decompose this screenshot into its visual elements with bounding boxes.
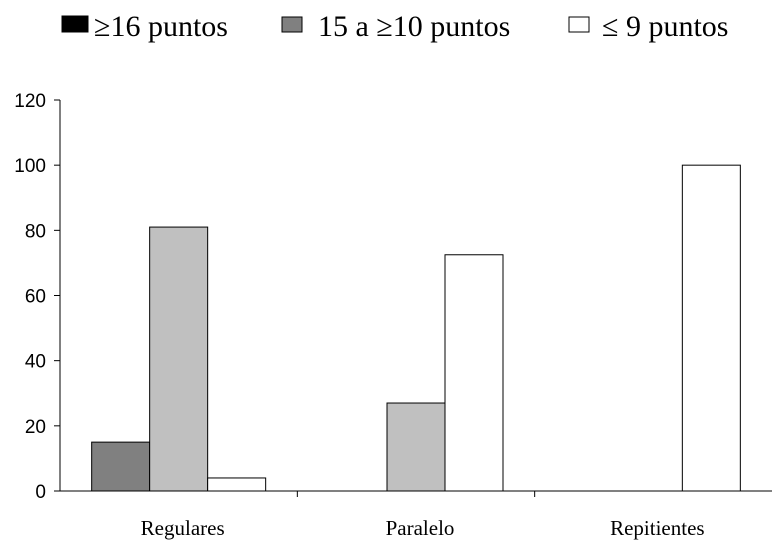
legend-item-series-1: ≥16 puntos	[61, 10, 228, 43]
y-axis: 0 20 40 60 80 100 120	[14, 91, 61, 503]
bar-series-3-regulares	[207, 477, 267, 492]
y-tick-label-6: 120	[14, 91, 46, 112]
legend: ≥16 puntos 15 a ≥10 puntos ≤ 9 puntos	[61, 10, 728, 43]
bar-series-2-paralelo	[386, 402, 446, 492]
legend-item-series-3: ≤ 9 puntos	[568, 10, 728, 43]
y-tick-label-3: 60	[25, 287, 46, 308]
bar-series-3-paralelo	[444, 254, 504, 492]
x-axis: Regulares Paralelo Repitientes	[60, 490, 772, 540]
bars	[91, 164, 741, 492]
legend-label-series-1: ≥16 puntos	[94, 10, 228, 43]
legend-swatch-series-2	[281, 16, 303, 33]
y-tick-label-2: 40	[25, 352, 46, 373]
legend-item-series-2: 15 a ≥10 puntos	[281, 10, 510, 43]
x-tick-label-repitientes: Repitientes	[610, 516, 704, 540]
legend-swatch-series-1	[61, 15, 89, 33]
y-tick-label-4: 80	[25, 221, 46, 242]
legend-label-series-2: 15 a ≥10 puntos	[318, 10, 510, 43]
x-tick-label-paralelo: Paralelo	[386, 516, 455, 540]
bar-series-2-regulares	[149, 226, 209, 492]
legend-label-series-3: ≤ 9 puntos	[602, 10, 728, 43]
x-tick-label-regulares: Regulares	[141, 516, 225, 540]
bar-series-3-repitientes	[681, 164, 741, 492]
y-tick-label-1: 20	[25, 417, 46, 438]
legend-swatch-series-3	[568, 16, 590, 33]
bar-series-1-regulares	[91, 441, 151, 492]
y-tick-label-0: 0	[35, 482, 46, 503]
y-tick-label-5: 100	[14, 156, 46, 177]
